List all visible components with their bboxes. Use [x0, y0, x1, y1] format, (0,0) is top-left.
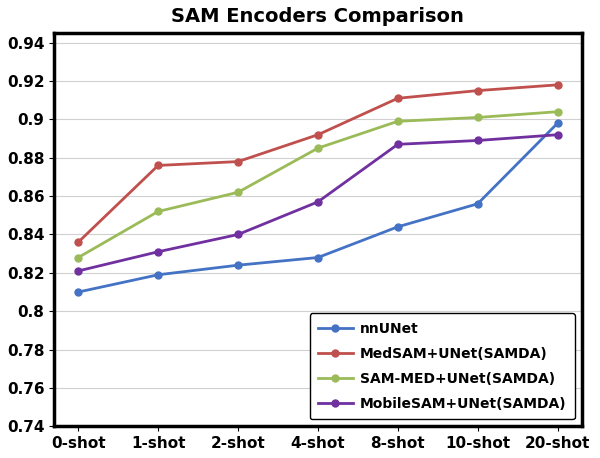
MobileSAM+UNet(SAMDA) — [155, 249, 162, 255]
MedSAM+UNet(SAMDA) — [314, 132, 322, 137]
MedSAM+UNet(SAMDA) — [74, 240, 82, 245]
SAM-MED+UNet(SAMDA) — [155, 209, 162, 214]
SAM-MED+UNet(SAMDA) — [554, 109, 561, 114]
MobileSAM+UNet(SAMDA) — [474, 138, 481, 143]
nnUNet — [235, 262, 242, 268]
SAM-MED+UNet(SAMDA) — [235, 190, 242, 195]
nnUNet — [155, 272, 162, 278]
MedSAM+UNet(SAMDA) — [235, 159, 242, 164]
MobileSAM+UNet(SAMDA) — [554, 132, 561, 137]
nnUNet — [74, 289, 82, 295]
MedSAM+UNet(SAMDA) — [554, 82, 561, 87]
Line: MedSAM+UNet(SAMDA): MedSAM+UNet(SAMDA) — [75, 82, 561, 245]
nnUNet — [554, 120, 561, 126]
nnUNet — [314, 255, 322, 260]
MobileSAM+UNet(SAMDA) — [74, 268, 82, 274]
Line: MobileSAM+UNet(SAMDA): MobileSAM+UNet(SAMDA) — [75, 131, 561, 274]
Legend: nnUNet, MedSAM+UNet(SAMDA), SAM-MED+UNet(SAMDA), MobileSAM+UNet(SAMDA): nnUNet, MedSAM+UNet(SAMDA), SAM-MED+UNet… — [310, 313, 575, 420]
MedSAM+UNet(SAMDA) — [155, 163, 162, 168]
Line: nnUNet: nnUNet — [75, 120, 561, 295]
SAM-MED+UNet(SAMDA) — [74, 255, 82, 260]
SAM-MED+UNet(SAMDA) — [314, 145, 322, 151]
Title: SAM Encoders Comparison: SAM Encoders Comparison — [172, 7, 464, 26]
nnUNet — [394, 224, 401, 229]
MedSAM+UNet(SAMDA) — [474, 88, 481, 93]
MobileSAM+UNet(SAMDA) — [235, 232, 242, 237]
MobileSAM+UNet(SAMDA) — [394, 142, 401, 147]
SAM-MED+UNet(SAMDA) — [394, 119, 401, 124]
MobileSAM+UNet(SAMDA) — [314, 199, 322, 205]
SAM-MED+UNet(SAMDA) — [474, 114, 481, 120]
nnUNet — [474, 201, 481, 207]
MedSAM+UNet(SAMDA) — [394, 96, 401, 101]
Line: SAM-MED+UNet(SAMDA): SAM-MED+UNet(SAMDA) — [75, 108, 561, 261]
